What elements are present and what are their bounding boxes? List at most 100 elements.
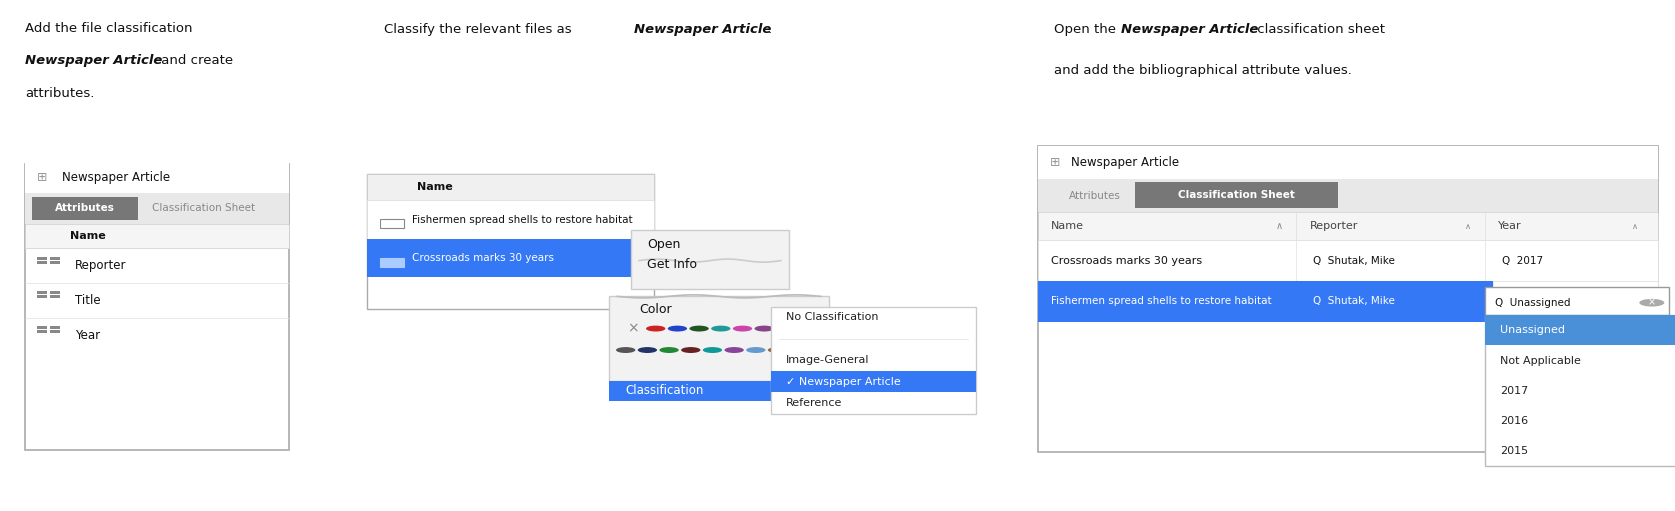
Bar (25, 162, 288, 193)
Circle shape (682, 347, 700, 353)
Text: Classification Sheet: Classification Sheet (152, 203, 255, 214)
Text: Title: Title (75, 294, 100, 307)
Text: ✓ Newspaper Article: ✓ Newspaper Article (786, 377, 901, 387)
Text: Attributes: Attributes (55, 203, 116, 214)
Bar (1038, 240, 1658, 281)
Bar (770, 307, 977, 414)
Bar (610, 381, 829, 401)
Text: Name: Name (1052, 221, 1084, 231)
Circle shape (767, 347, 787, 353)
Text: Attributes: Attributes (1069, 191, 1121, 201)
Text: Fishermen spread shells to restore habitat: Fishermen spread shells to restore habit… (1052, 296, 1271, 307)
Bar (50, 291, 60, 294)
Circle shape (712, 326, 730, 332)
Circle shape (690, 326, 709, 332)
Text: ∧: ∧ (1631, 222, 1638, 231)
Text: and create: and create (157, 54, 233, 67)
Circle shape (725, 347, 744, 353)
Bar (50, 330, 60, 333)
Text: Add the file classification: Add the file classification (25, 21, 193, 35)
Circle shape (660, 347, 678, 353)
Circle shape (732, 326, 752, 332)
Bar (37, 257, 47, 260)
Text: Year: Year (1499, 221, 1523, 231)
Bar (1134, 182, 1338, 208)
Text: .: . (767, 23, 772, 36)
Text: Q  Shutak, Mike: Q Shutak, Mike (1313, 296, 1395, 307)
Bar (37, 330, 47, 333)
Text: ▶: ▶ (806, 386, 812, 396)
Text: Not Applicable: Not Applicable (1501, 356, 1581, 365)
Bar (1486, 315, 1675, 466)
Bar (50, 257, 60, 260)
Bar (50, 261, 60, 264)
Text: attributes.: attributes. (25, 86, 94, 100)
Text: Crossroads marks 30 years: Crossroads marks 30 years (1052, 256, 1203, 266)
Text: Reporter: Reporter (1310, 221, 1358, 231)
Text: Q  Unassigned: Q Unassigned (1496, 298, 1571, 308)
Bar (1486, 315, 1675, 345)
Circle shape (704, 347, 722, 353)
Text: 2015: 2015 (1501, 446, 1528, 456)
Text: Image-General: Image-General (786, 355, 869, 365)
Text: ×: × (1648, 298, 1657, 308)
Text: ⊞: ⊞ (37, 171, 47, 184)
Text: Get Info: Get Info (647, 258, 697, 271)
Text: Color: Color (640, 303, 672, 316)
Bar (1038, 179, 1658, 212)
Text: Newspaper Article: Newspaper Article (25, 54, 162, 67)
Bar (1038, 146, 1658, 452)
Text: Unassigned: Unassigned (1501, 326, 1564, 335)
Bar (25, 193, 288, 224)
Bar (37, 295, 47, 298)
Text: Classify the relevant files as: Classify the relevant files as (384, 23, 576, 36)
Text: ×: × (628, 321, 638, 336)
Bar (631, 230, 789, 289)
Bar (32, 197, 139, 220)
Bar (37, 261, 47, 264)
Bar (25, 224, 288, 248)
Circle shape (745, 347, 765, 353)
Circle shape (668, 326, 687, 332)
Text: classification sheet: classification sheet (1253, 23, 1385, 36)
Text: ∧: ∧ (1276, 221, 1283, 231)
Bar (367, 174, 653, 309)
Bar (367, 200, 653, 239)
Bar (37, 291, 47, 294)
Text: ∧: ∧ (1466, 222, 1471, 231)
Bar (1494, 281, 1658, 322)
Bar (1038, 146, 1658, 179)
Circle shape (616, 347, 635, 353)
Text: Newspaper Article: Newspaper Article (1072, 156, 1179, 169)
Text: Year: Year (75, 329, 100, 342)
Text: Open: Open (647, 238, 680, 251)
Text: ⊞: ⊞ (1050, 156, 1060, 169)
Bar (367, 174, 653, 200)
Circle shape (754, 326, 774, 332)
Bar (50, 326, 60, 329)
Text: Newspaper Article: Newspaper Article (62, 171, 169, 184)
Circle shape (1640, 299, 1665, 307)
Circle shape (638, 347, 657, 353)
Bar (1038, 212, 1658, 240)
Text: Name: Name (417, 182, 452, 192)
Bar (1486, 287, 1668, 315)
Bar (1038, 281, 1494, 322)
Text: 2016: 2016 (1501, 416, 1528, 426)
Bar (37, 326, 47, 329)
Text: Name: Name (70, 231, 106, 241)
Text: Classification Sheet: Classification Sheet (1178, 190, 1295, 200)
Bar (380, 219, 404, 228)
Bar (380, 258, 404, 267)
Bar (50, 295, 60, 298)
Text: Classification: Classification (626, 384, 704, 398)
Bar (367, 239, 653, 277)
Text: Crossroads marks 30 years: Crossroads marks 30 years (412, 253, 554, 263)
Text: Open the: Open the (1055, 23, 1121, 36)
Text: Newspaper Article: Newspaper Article (635, 23, 772, 36)
Text: Fishermen spread shells to restore habitat: Fishermen spread shells to restore habit… (412, 215, 633, 225)
Text: Reporter: Reporter (75, 259, 127, 272)
Circle shape (776, 326, 796, 332)
Text: No Classification: No Classification (786, 312, 878, 322)
Text: Q  Shutak, Mike: Q Shutak, Mike (1313, 256, 1395, 266)
